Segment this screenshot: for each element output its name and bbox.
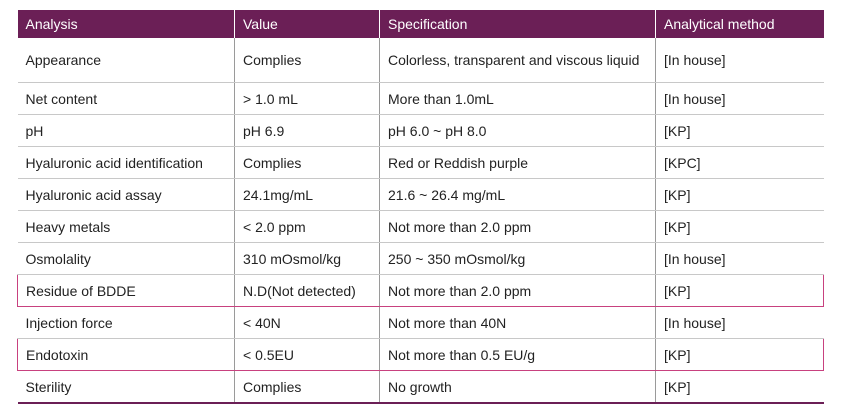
table-row-highlighted: Residue of BDDE N.D(Not detected) Not mo… [17,274,824,307]
cell-analysis: Endotoxin [17,338,235,371]
table-row: Sterility Complies No growth [KP] [17,370,824,404]
table-header-row: Analysis Value Specification Analytical … [17,10,824,38]
cell-analysis: Injection force [17,306,235,339]
cell-analysis: Residue of BDDE [17,274,235,307]
header-analysis: Analysis [17,10,235,38]
analysis-table-container: Analysis Value Specification Analytical … [17,10,824,404]
cell-analysis: Sterility [17,370,235,404]
cell-value: > 1.0 mL [234,82,380,115]
table-row: Hyaluronic acid identification Complies … [17,146,824,179]
cell-method: [KP] [655,210,824,243]
header-analytical-method: Analytical method [655,10,824,38]
table-row: Appearance Complies Colorless, transpare… [17,38,824,83]
cell-method: [KP] [655,178,824,211]
table-row: Heavy metals < 2.0 ppm Not more than 2.0… [17,210,824,243]
cell-specification: 21.6 ~ 26.4 mg/mL [379,178,656,211]
cell-value: Complies [234,38,380,83]
cell-method: [KP] [655,370,824,404]
cell-value: pH 6.9 [234,114,380,147]
cell-value: 24.1mg/mL [234,178,380,211]
cell-method: [KP] [655,274,824,307]
table-row-highlighted: Endotoxin < 0.5EU Not more than 0.5 EU/g… [17,338,824,371]
table-row: pH pH 6.9 pH 6.0 ~ pH 8.0 [KP] [17,114,824,147]
cell-value: N.D(Not detected) [234,274,380,307]
cell-specification: More than 1.0mL [379,82,656,115]
cell-analysis: Net content [17,82,235,115]
header-specification: Specification [379,10,656,38]
cell-analysis: Appearance [17,38,235,83]
table-row: Osmolality 310 mOsmol/kg 250 ~ 350 mOsmo… [17,242,824,275]
cell-value: 310 mOsmol/kg [234,242,380,275]
analysis-table: Analysis Value Specification Analytical … [17,10,824,404]
cell-analysis: pH [17,114,235,147]
cell-value: < 2.0 ppm [234,210,380,243]
cell-method: [In house] [655,38,824,83]
cell-method: [KP] [655,114,824,147]
cell-value: < 40N [234,306,380,339]
header-value: Value [234,10,380,38]
cell-value: < 0.5EU [234,338,380,371]
cell-method: [KPC] [655,146,824,179]
cell-value: Complies [234,370,380,404]
cell-specification: Red or Reddish purple [379,146,656,179]
cell-method: [In house] [655,82,824,115]
cell-specification: Not more than 0.5 EU/g [379,338,656,371]
cell-method: [In house] [655,306,824,339]
cell-specification: Not more than 2.0 ppm [379,210,656,243]
cell-specification: Colorless, transparent and viscous liqui… [379,38,656,83]
cell-analysis: Heavy metals [17,210,235,243]
cell-specification: No growth [379,370,656,404]
cell-method: [KP] [655,338,824,371]
table-row: Injection force < 40N Not more than 40N … [17,306,824,339]
cell-analysis: Osmolality [17,242,235,275]
cell-specification: 250 ~ 350 mOsmol/kg [379,242,656,275]
table-row: Hyaluronic acid assay 24.1mg/mL 21.6 ~ 2… [17,178,824,211]
cell-method: [In house] [655,242,824,275]
cell-specification: pH 6.0 ~ pH 8.0 [379,114,656,147]
table-row: Net content > 1.0 mL More than 1.0mL [In… [17,82,824,115]
cell-value: Complies [234,146,380,179]
cell-specification: Not more than 2.0 ppm [379,274,656,307]
cell-analysis: Hyaluronic acid identification [17,146,235,179]
cell-specification: Not more than 40N [379,306,656,339]
cell-analysis: Hyaluronic acid assay [17,178,235,211]
